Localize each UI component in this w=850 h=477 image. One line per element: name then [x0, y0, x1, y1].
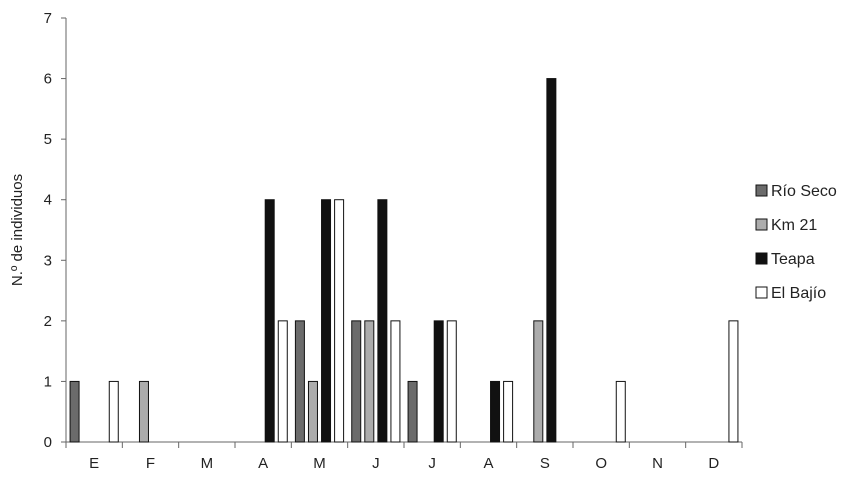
legend-swatch: [755, 184, 768, 197]
y-tick-label: 0: [44, 434, 52, 451]
y-tick-label: 5: [44, 131, 52, 148]
legend: Río Seco Km 21 Teapa El Bajío: [755, 183, 837, 302]
x-tick-label: J: [428, 455, 436, 472]
x-tick-label: M: [313, 455, 326, 472]
x-tick-label: F: [146, 455, 155, 472]
bar: [433, 320, 444, 443]
y-tick-label: 4: [44, 192, 52, 209]
x-tick-label: M: [201, 455, 214, 472]
x-tick-label: S: [540, 455, 550, 472]
bar: [533, 320, 544, 443]
legend-label: Río Seco: [771, 183, 837, 200]
bar: [377, 199, 388, 443]
y-tick-label: 3: [44, 252, 52, 269]
bars: [69, 78, 739, 443]
bar: [321, 199, 332, 443]
bar: [69, 380, 80, 443]
legend-label: Km 21: [771, 217, 817, 234]
bar: [294, 320, 305, 443]
bar: [334, 199, 345, 443]
bar: [108, 380, 119, 443]
bar: [351, 320, 362, 443]
bar: [728, 320, 739, 443]
bar: [390, 320, 401, 443]
bar: [446, 320, 457, 443]
y-axis-title: N.º de individuos: [9, 174, 26, 286]
bar: [503, 380, 514, 443]
bar: [407, 380, 418, 443]
bar: [546, 78, 557, 443]
legend-swatch: [755, 218, 768, 231]
legend-swatch: [755, 286, 768, 299]
bar: [307, 380, 318, 443]
y-tick-label: 7: [44, 10, 52, 27]
x-tick-label: D: [708, 455, 719, 472]
legend-label: Teapa: [771, 251, 815, 268]
bar: [277, 320, 288, 443]
x-tick-label: O: [595, 455, 607, 472]
x-tick-label: N: [652, 455, 663, 472]
x-tick-label: E: [89, 455, 99, 472]
x-tick-label: J: [372, 455, 380, 472]
bar: [138, 380, 149, 443]
y-tick-label: 2: [44, 313, 52, 330]
bar: [264, 199, 275, 443]
y-axis: 0 1 2 3 4 5 6 7: [44, 10, 67, 451]
legend-label: El Bajío: [771, 285, 826, 302]
x-tick-label: A: [483, 455, 493, 472]
y-tick-label: 6: [44, 71, 52, 88]
bar: [615, 380, 626, 443]
bar: [364, 320, 375, 443]
x-tick-label: A: [258, 455, 268, 472]
bar: [490, 380, 501, 443]
y-tick-label: 1: [44, 373, 52, 390]
legend-swatch: [755, 252, 768, 265]
